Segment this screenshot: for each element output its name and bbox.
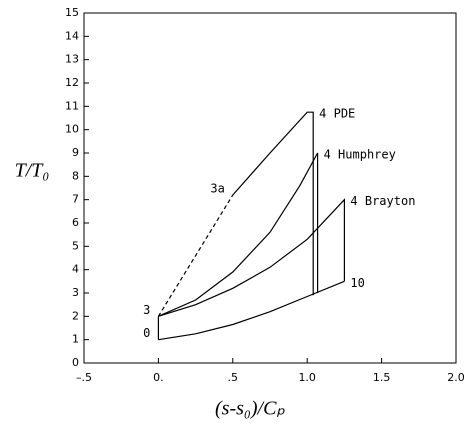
series-line — [158, 198, 345, 317]
y-tick-label: 7 — [72, 193, 79, 206]
series-line — [232, 111, 314, 296]
x-tick-label: –.5 — [76, 371, 92, 384]
x-tick-label: 1.0 — [298, 371, 316, 384]
annotation: 3 — [143, 303, 150, 317]
annotation: 0 — [143, 326, 150, 340]
x-tick-label: .5 — [228, 371, 239, 384]
x-tick-label: 1.5 — [373, 371, 391, 384]
y-tick-label: 14 — [65, 29, 79, 42]
annotation: 4 Humphrey — [324, 148, 396, 162]
y-tick-label: 11 — [65, 99, 79, 112]
x-tick-label: 2.0 — [447, 371, 465, 384]
annotation: 4 Brayton — [350, 194, 415, 208]
y-tick-label: 3 — [72, 286, 79, 299]
y-tick-label: 0 — [72, 356, 79, 369]
y-tick-label: 10 — [65, 123, 79, 136]
y-tick-label: 5 — [72, 239, 79, 252]
annotation: 10 — [350, 276, 364, 290]
y-tick-label: 15 — [65, 6, 79, 19]
y-tick-label: 13 — [65, 53, 79, 66]
series-line — [158, 152, 319, 317]
x-axis-label: (s-s₀)/Cₚ — [215, 398, 285, 420]
y-tick-label: 12 — [65, 76, 79, 89]
y-axis-label: T/T₀ — [15, 160, 50, 182]
series-line — [157, 194, 234, 317]
y-tick-label: 2 — [72, 309, 79, 322]
series-line — [158, 280, 345, 341]
x-tick-label: 0. — [153, 371, 164, 384]
y-tick-label: 6 — [72, 216, 79, 229]
annotation: 3a — [210, 182, 224, 196]
y-tick-label: 1 — [72, 333, 79, 346]
plot-frame — [83, 12, 457, 364]
y-tick-label: 4 — [72, 263, 79, 276]
y-tick-label: 8 — [72, 169, 79, 182]
annotation: 4 PDE — [319, 107, 355, 121]
y-tick-label: 9 — [72, 146, 79, 159]
